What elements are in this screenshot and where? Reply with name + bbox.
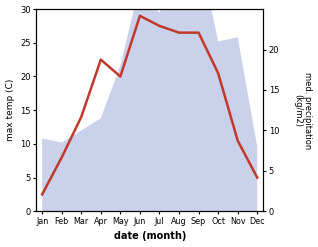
Y-axis label: max temp (C): max temp (C) (5, 79, 15, 141)
Y-axis label: med. precipitation
(kg/m2): med. precipitation (kg/m2) (293, 72, 313, 149)
X-axis label: date (month): date (month) (114, 231, 186, 242)
